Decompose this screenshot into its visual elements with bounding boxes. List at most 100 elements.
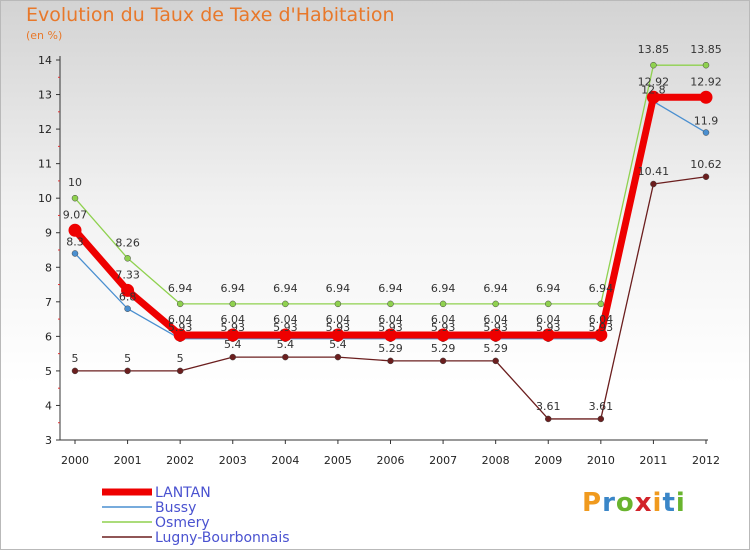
logo-letter: r [602, 488, 616, 518]
series-line-lantan [71, 93, 710, 339]
data-label: 5.93 [168, 321, 193, 334]
y-tick-label: 8 [45, 261, 52, 274]
data-label: 5.29 [378, 342, 403, 355]
data-point [594, 328, 608, 342]
data-label: 8.26 [115, 236, 140, 249]
x-tick-label: 2006 [377, 454, 405, 467]
y-tick-label: 12 [38, 123, 52, 136]
data-label: 5.4 [329, 338, 347, 351]
y-tick-label: 14 [38, 54, 52, 67]
chart-subtitle: (en %) [26, 29, 63, 42]
legend-label: Lugny-Bourbonnais [155, 530, 290, 546]
data-label: 13.85 [690, 43, 722, 56]
data-point [173, 328, 187, 342]
data-label: 6.94 [589, 282, 614, 295]
data-label: 5.29 [483, 342, 508, 355]
data-point [278, 328, 292, 342]
data-label: 6.04 [378, 313, 403, 326]
data-point [121, 283, 135, 297]
data-point [387, 300, 394, 308]
chart-data-labels: 10 8.26 6.94 6.94 6.94 6.94 6.94 6.94 6.94 6.94 6.… [63, 43, 722, 413]
data-label: 10 [68, 176, 82, 189]
x-tick-label: 2010 [587, 454, 615, 467]
x-tick-label: 2000 [61, 454, 89, 467]
data-point [71, 250, 79, 257]
data-point [492, 357, 499, 365]
data-label: 5.93 [326, 321, 351, 334]
data-point [702, 129, 710, 136]
data-label: 6.94 [378, 282, 403, 295]
data-label: 5.93 [378, 321, 403, 334]
x-tick-label: 2012 [692, 454, 720, 467]
data-label: 13.85 [638, 43, 670, 56]
data-label: 6.94 [431, 282, 456, 295]
data-point [331, 328, 345, 342]
data-label: 6.8 [119, 291, 137, 304]
y-tick-label: 9 [45, 227, 52, 240]
x-tick-label: 2003 [219, 454, 247, 467]
x-tick-label: 2008 [482, 454, 510, 467]
data-point [229, 353, 236, 361]
legend-label: LANTAN [155, 485, 211, 501]
data-point [176, 300, 184, 308]
data-label: 6.04 [221, 313, 246, 326]
data-label: 5.93 [273, 321, 298, 334]
data-point [489, 328, 503, 342]
data-label: 5.93 [483, 321, 508, 334]
data-point [492, 300, 499, 308]
data-point [650, 180, 657, 188]
logo-letter: o [615, 488, 635, 518]
data-point [650, 61, 657, 69]
data-point [702, 173, 710, 181]
data-label: 7.33 [115, 268, 140, 281]
chart-series [68, 61, 713, 423]
data-label: 5.93 [589, 321, 614, 334]
x-tick-label: 2002 [166, 454, 194, 467]
data-label: 5.93 [431, 321, 456, 334]
y-tick-label: 7 [45, 296, 52, 309]
y-tick-label: 10 [38, 192, 52, 205]
series-line-osmery [74, 64, 707, 305]
data-label: 12.92 [690, 75, 722, 88]
data-point [226, 328, 240, 342]
data-label: 12.92 [638, 75, 670, 88]
data-point [124, 367, 131, 375]
data-point [176, 367, 184, 375]
data-point [597, 300, 605, 308]
legend-label: Osmery [155, 515, 210, 531]
data-point [699, 90, 713, 104]
y-tick-label: 5 [45, 365, 52, 378]
data-label: 5.4 [277, 338, 295, 351]
data-label: 11.9 [694, 115, 719, 128]
legend-label: Bussy [155, 500, 196, 516]
data-label: 6.94 [221, 282, 246, 295]
data-point [71, 194, 79, 202]
data-label: 8.3 [66, 235, 84, 248]
data-point [436, 328, 450, 342]
logo-letter: t [662, 488, 676, 518]
y-tick-label: 11 [38, 158, 52, 171]
data-point [545, 300, 552, 308]
data-label: 6.04 [431, 313, 456, 326]
data-label: 6.94 [536, 282, 561, 295]
x-tick-label: 2005 [324, 454, 352, 467]
data-label: 9.07 [63, 208, 88, 221]
data-label: 10.41 [638, 165, 670, 178]
data-point [439, 357, 447, 365]
data-label: 6.94 [483, 282, 508, 295]
data-label: 6.94 [273, 282, 298, 295]
data-label: 5.29 [431, 342, 456, 355]
y-tick-label: 6 [45, 330, 52, 343]
x-tick-label: 2011 [639, 454, 667, 467]
data-label: 3.61 [536, 400, 561, 413]
x-tick-label: 2007 [429, 454, 457, 467]
data-label: 6.94 [168, 282, 193, 295]
data-label: 5.93 [536, 321, 561, 334]
y-tick-label: 13 [38, 89, 52, 102]
logo-letter: i [675, 488, 686, 518]
data-point [229, 300, 236, 308]
data-point [646, 90, 660, 104]
